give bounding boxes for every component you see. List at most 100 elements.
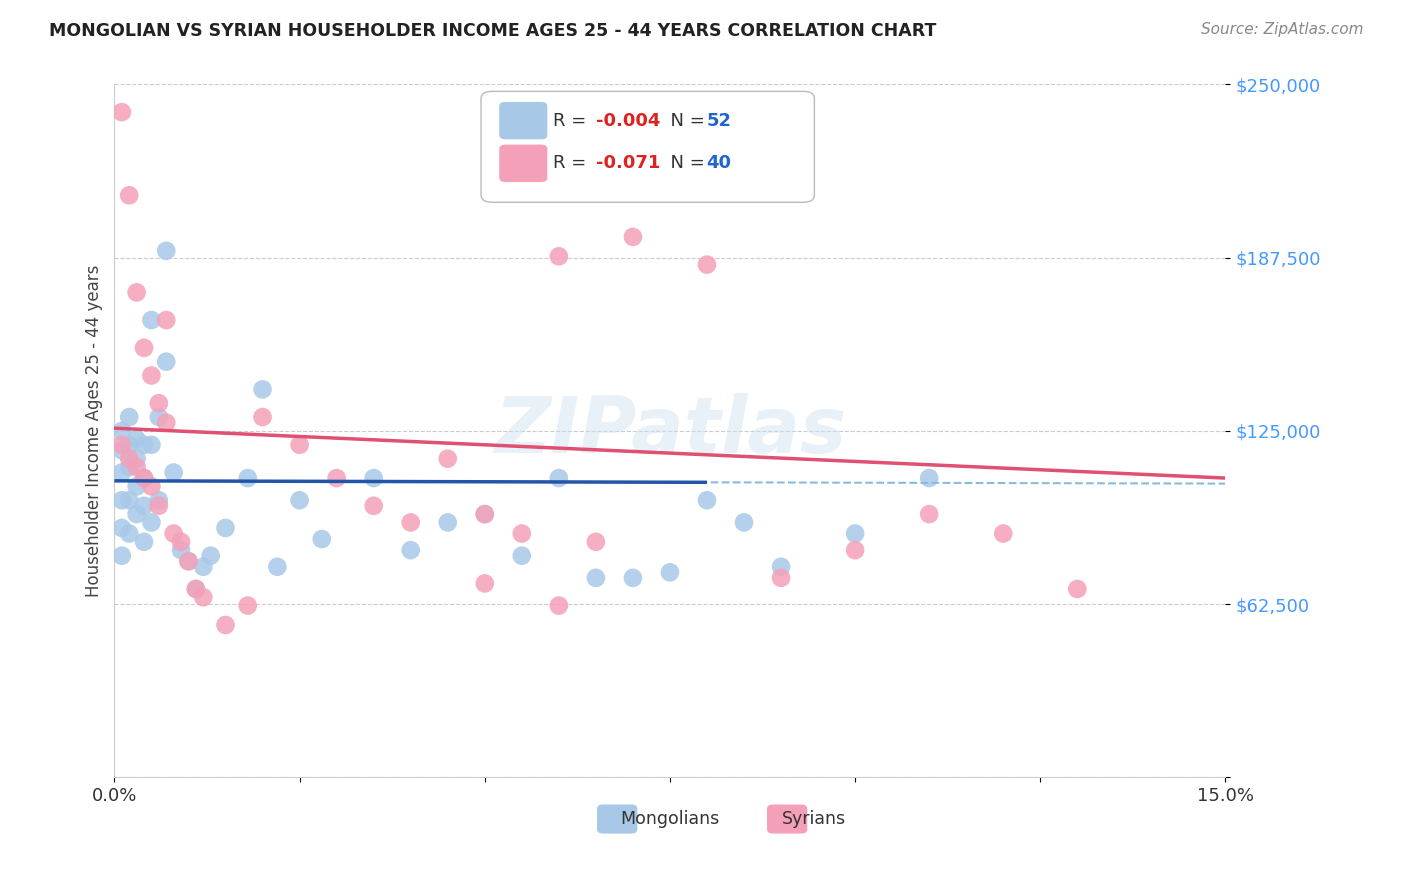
Text: N =: N = xyxy=(659,154,710,172)
Point xyxy=(918,507,941,521)
Point xyxy=(170,534,193,549)
Point xyxy=(252,383,274,397)
Point xyxy=(125,460,148,475)
Point xyxy=(288,438,311,452)
Point xyxy=(148,396,170,410)
FancyBboxPatch shape xyxy=(501,145,547,181)
Point xyxy=(363,471,385,485)
Point xyxy=(658,566,681,580)
Point xyxy=(696,493,718,508)
Point xyxy=(141,438,163,452)
FancyBboxPatch shape xyxy=(501,103,547,138)
FancyBboxPatch shape xyxy=(768,805,807,833)
Point xyxy=(132,341,155,355)
Point xyxy=(118,451,141,466)
Text: N =: N = xyxy=(659,112,710,129)
Point xyxy=(177,554,200,568)
Point xyxy=(399,543,422,558)
FancyBboxPatch shape xyxy=(598,805,637,833)
Point xyxy=(111,105,134,120)
Point xyxy=(177,554,200,568)
Point xyxy=(474,507,496,521)
Text: R =: R = xyxy=(554,154,598,172)
Point xyxy=(193,591,215,605)
Point xyxy=(111,443,134,458)
Point xyxy=(184,582,207,596)
Text: Source: ZipAtlas.com: Source: ZipAtlas.com xyxy=(1201,22,1364,37)
Text: -0.071: -0.071 xyxy=(596,154,659,172)
Point xyxy=(436,451,458,466)
Point xyxy=(163,526,186,541)
Point xyxy=(125,479,148,493)
Point xyxy=(193,559,215,574)
Point xyxy=(125,451,148,466)
Point xyxy=(132,471,155,485)
Point xyxy=(118,526,141,541)
Point xyxy=(585,534,607,549)
Point xyxy=(118,438,141,452)
Point xyxy=(125,432,148,446)
Point xyxy=(474,507,496,521)
Point xyxy=(844,526,866,541)
Point xyxy=(236,599,259,613)
Point xyxy=(288,493,311,508)
Point xyxy=(155,354,177,368)
Point xyxy=(311,532,333,546)
Point xyxy=(547,471,569,485)
Point xyxy=(696,258,718,272)
Point xyxy=(510,526,533,541)
Point xyxy=(155,416,177,430)
Point xyxy=(141,368,163,383)
FancyBboxPatch shape xyxy=(481,91,814,202)
Point xyxy=(141,313,163,327)
Text: -0.004: -0.004 xyxy=(596,112,659,129)
Point xyxy=(111,424,134,438)
Point xyxy=(111,438,134,452)
Point xyxy=(155,313,177,327)
Point xyxy=(1066,582,1088,596)
Point xyxy=(148,499,170,513)
Point xyxy=(266,559,288,574)
Point xyxy=(236,471,259,485)
Point xyxy=(125,507,148,521)
Point xyxy=(770,571,793,585)
Point xyxy=(118,188,141,202)
Text: Mongolians: Mongolians xyxy=(620,810,720,828)
Text: Syrians: Syrians xyxy=(782,810,846,828)
Point xyxy=(111,549,134,563)
Point xyxy=(363,499,385,513)
Point xyxy=(621,571,644,585)
Point xyxy=(621,230,644,244)
Point xyxy=(148,493,170,508)
Text: MONGOLIAN VS SYRIAN HOUSEHOLDER INCOME AGES 25 - 44 YEARS CORRELATION CHART: MONGOLIAN VS SYRIAN HOUSEHOLDER INCOME A… xyxy=(49,22,936,40)
Point xyxy=(733,516,755,530)
Point xyxy=(132,534,155,549)
Point xyxy=(111,493,134,508)
Point xyxy=(111,466,134,480)
Point xyxy=(844,543,866,558)
Point xyxy=(163,466,186,480)
Text: 52: 52 xyxy=(707,112,731,129)
Point xyxy=(252,410,274,425)
Point xyxy=(141,479,163,493)
Point xyxy=(111,521,134,535)
Point xyxy=(993,526,1015,541)
Point xyxy=(325,471,347,485)
Point xyxy=(474,576,496,591)
Y-axis label: Householder Income Ages 25 - 44 years: Householder Income Ages 25 - 44 years xyxy=(86,265,103,597)
Point xyxy=(148,410,170,425)
Point xyxy=(118,493,141,508)
Point xyxy=(132,471,155,485)
Point xyxy=(155,244,177,258)
Text: 40: 40 xyxy=(707,154,731,172)
Point xyxy=(200,549,222,563)
Point xyxy=(918,471,941,485)
Point xyxy=(132,438,155,452)
Point xyxy=(132,499,155,513)
Point xyxy=(141,516,163,530)
Point xyxy=(214,521,236,535)
Point xyxy=(170,543,193,558)
Point xyxy=(547,599,569,613)
Point xyxy=(399,516,422,530)
Point xyxy=(214,618,236,632)
